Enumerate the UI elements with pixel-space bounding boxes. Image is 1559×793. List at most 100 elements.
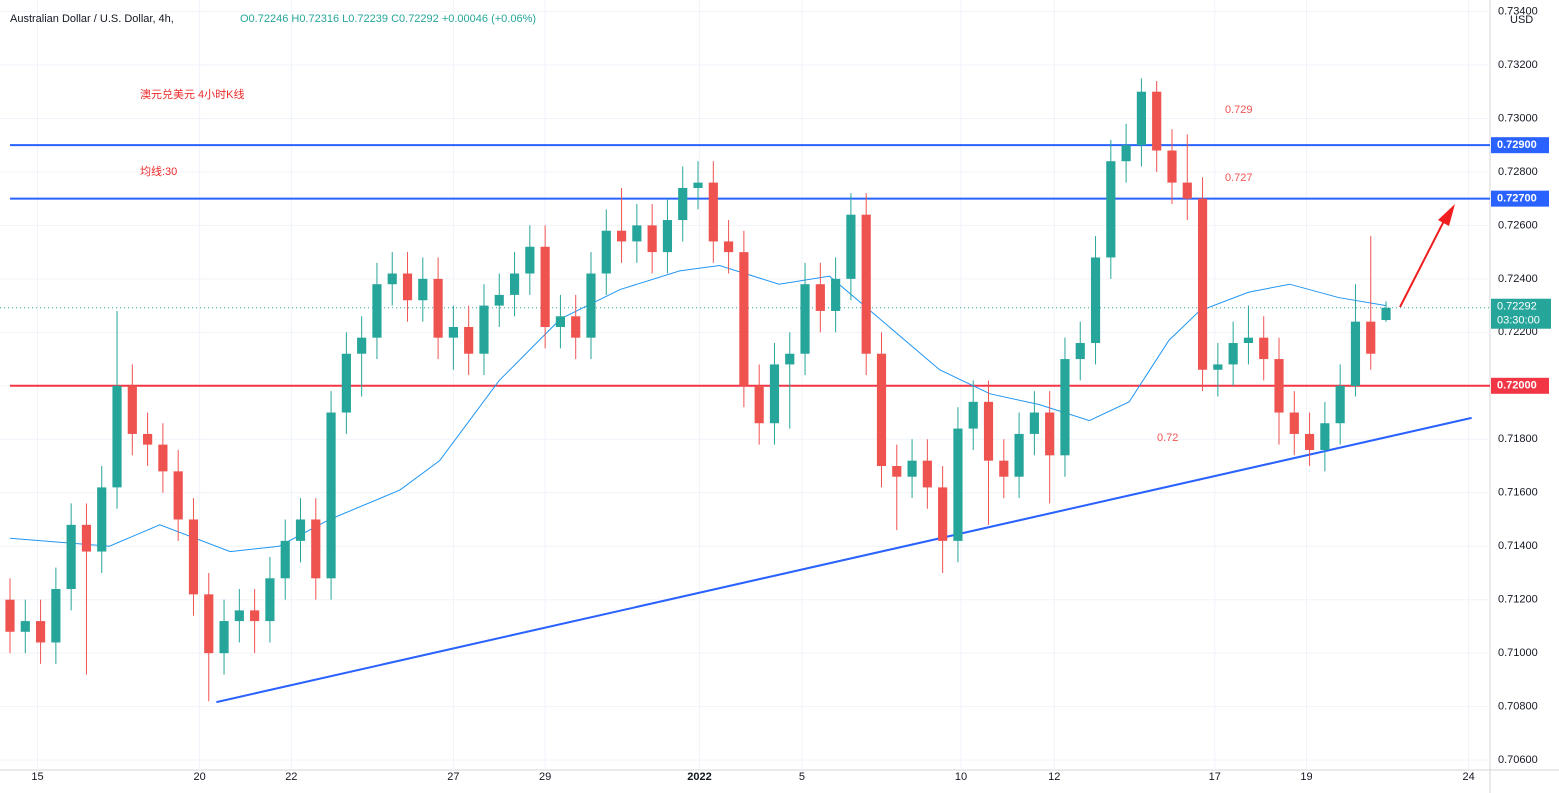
candle-body <box>907 460 917 477</box>
candle-body <box>357 337 367 354</box>
arrow-head <box>1438 204 1455 226</box>
candle-body <box>1197 198 1208 370</box>
candle-body <box>662 220 673 253</box>
candle-body <box>20 621 30 632</box>
annotation: 澳元兑美元 4小时K线 <box>140 87 245 101</box>
candle-body <box>66 524 76 589</box>
y-tick-label: 0.70800 <box>1498 701 1538 713</box>
x-tick-label: 27 <box>447 771 459 783</box>
candle-body <box>494 294 504 306</box>
moving-average <box>9 264 1387 553</box>
y-tick-label: 0.71000 <box>1498 647 1538 659</box>
x-tick-label: 2022 <box>687 771 711 783</box>
candle-body <box>1121 145 1131 162</box>
candle-body <box>708 182 718 242</box>
x-tick-label: 24 <box>1462 771 1474 783</box>
candle-body <box>1167 150 1177 183</box>
candle-body <box>1350 321 1361 386</box>
candle-body <box>433 278 443 338</box>
y-tick-label: 0.72800 <box>1498 166 1538 178</box>
candle-body <box>1136 91 1146 146</box>
level-label: 0.72000 <box>1497 380 1537 392</box>
candle-body <box>1152 91 1162 151</box>
candle-body <box>876 353 887 467</box>
level-label: 0.72700 <box>1497 193 1537 205</box>
x-tick-label: 29 <box>539 771 551 783</box>
candle-body <box>1029 412 1039 434</box>
candle-body <box>601 230 611 274</box>
x-tick-label: 5 <box>799 771 805 783</box>
candle-body <box>586 273 596 338</box>
annotation: 0.72 <box>1157 432 1178 444</box>
candle-body <box>479 305 489 354</box>
candle-body <box>295 519 306 541</box>
candle-body <box>81 524 92 552</box>
candle-body <box>280 540 290 579</box>
candle-body <box>647 225 657 253</box>
last-price-label: 0.72292 <box>1497 301 1537 313</box>
y-tick-label: 0.71400 <box>1498 540 1538 552</box>
candle-body <box>188 519 199 595</box>
candle-body <box>1274 359 1284 413</box>
countdown: 03:30:00 <box>1497 315 1540 327</box>
candle-body <box>1106 161 1116 258</box>
candle-body <box>724 241 734 253</box>
candle-body <box>1060 359 1070 456</box>
candle-body <box>1259 337 1269 360</box>
x-tick-label: 22 <box>285 771 297 783</box>
candle-body <box>204 594 214 654</box>
candle-body <box>693 182 703 188</box>
candle-body <box>616 230 627 242</box>
annotation: 0.729 <box>1225 104 1253 116</box>
candle-body <box>112 385 122 488</box>
candle-body <box>846 214 856 279</box>
candle-body <box>1366 321 1376 354</box>
symbol: Australian Dollar / U.S. Dollar, 4h, <box>10 13 174 25</box>
candle-body <box>143 433 153 445</box>
level-label: 0.72900 <box>1497 139 1537 151</box>
y-tick-label: 0.71600 <box>1498 487 1538 499</box>
candle-body <box>922 460 932 488</box>
x-tick-label: 10 <box>955 771 967 783</box>
candle-body <box>509 273 520 295</box>
candle-body <box>158 444 168 472</box>
candle-body <box>968 401 978 429</box>
candle-body <box>525 246 535 274</box>
x-tick-label: 20 <box>193 771 205 783</box>
candle-body <box>464 326 474 354</box>
candle-body <box>1228 343 1238 365</box>
candle-body <box>1243 337 1254 344</box>
candle-body <box>769 364 780 424</box>
candle-body <box>1090 257 1101 344</box>
candle-body <box>831 278 841 311</box>
level-tag <box>1491 137 1549 154</box>
candle-body <box>1320 423 1330 450</box>
candle-body <box>311 519 321 579</box>
candle-body <box>800 284 810 354</box>
level-tag <box>1491 377 1549 394</box>
candle-body <box>892 466 902 477</box>
x-tick-label: 19 <box>1300 771 1312 783</box>
candle-body <box>5 599 15 632</box>
candle-body <box>754 385 764 424</box>
x-tick-label: 12 <box>1048 771 1060 783</box>
candle-body <box>219 621 229 654</box>
candle-body <box>418 278 428 301</box>
y-tick-label: 0.73400 <box>1498 5 1538 17</box>
ohlc: O0.72246 H0.72316 L0.72239 C0.72292 +0.0… <box>240 13 536 25</box>
candle-body <box>953 428 963 541</box>
candle-body <box>234 610 244 622</box>
candle-body <box>35 621 46 643</box>
x-tick-label: 17 <box>1209 771 1221 783</box>
candle-body <box>127 385 137 434</box>
candle-body <box>739 252 749 386</box>
currency: USD <box>1510 14 1533 26</box>
candle-body <box>1045 412 1055 456</box>
trendline <box>216 416 1472 704</box>
y-tick-label: 0.73200 <box>1498 59 1538 71</box>
y-tick-label: 0.71800 <box>1498 433 1538 445</box>
candle-body <box>785 353 795 365</box>
candle-body <box>1182 182 1192 199</box>
